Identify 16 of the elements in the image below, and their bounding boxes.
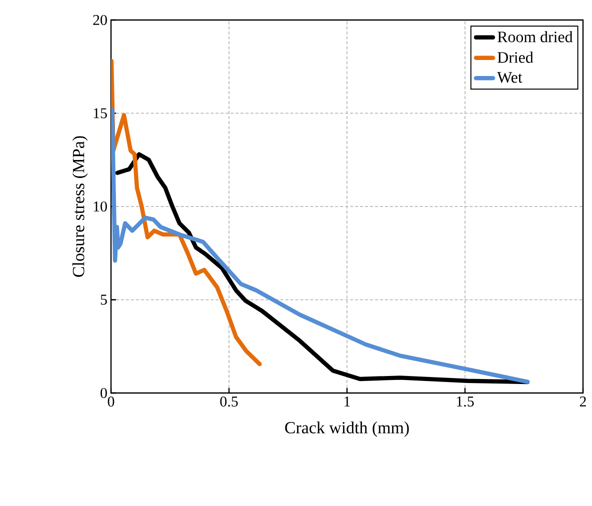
x-tick-label: 0.5 [220,396,238,407]
legend-label: Dried [498,52,534,63]
legend-label: Room dried [498,31,573,42]
x-tick-label: 1.5 [456,396,474,407]
y-axis-title: Closure stress (MPa) [72,136,88,277]
y-tick-label: 15 [94,108,107,118]
line-series [111,107,530,384]
y-tick-label: 10 [94,201,107,212]
x-axis-title: Crack width (mm) [285,421,409,437]
y-tick-label: 5 [100,294,107,305]
x-tick-label: 1 [344,396,350,406]
y-tick-label: 0 [100,388,107,398]
y-tick-label: 20 [93,14,107,26]
x-tick-label: 2 [580,396,586,406]
x-tick-label: 0 [108,396,114,407]
legend-label: Wet [497,72,522,83]
